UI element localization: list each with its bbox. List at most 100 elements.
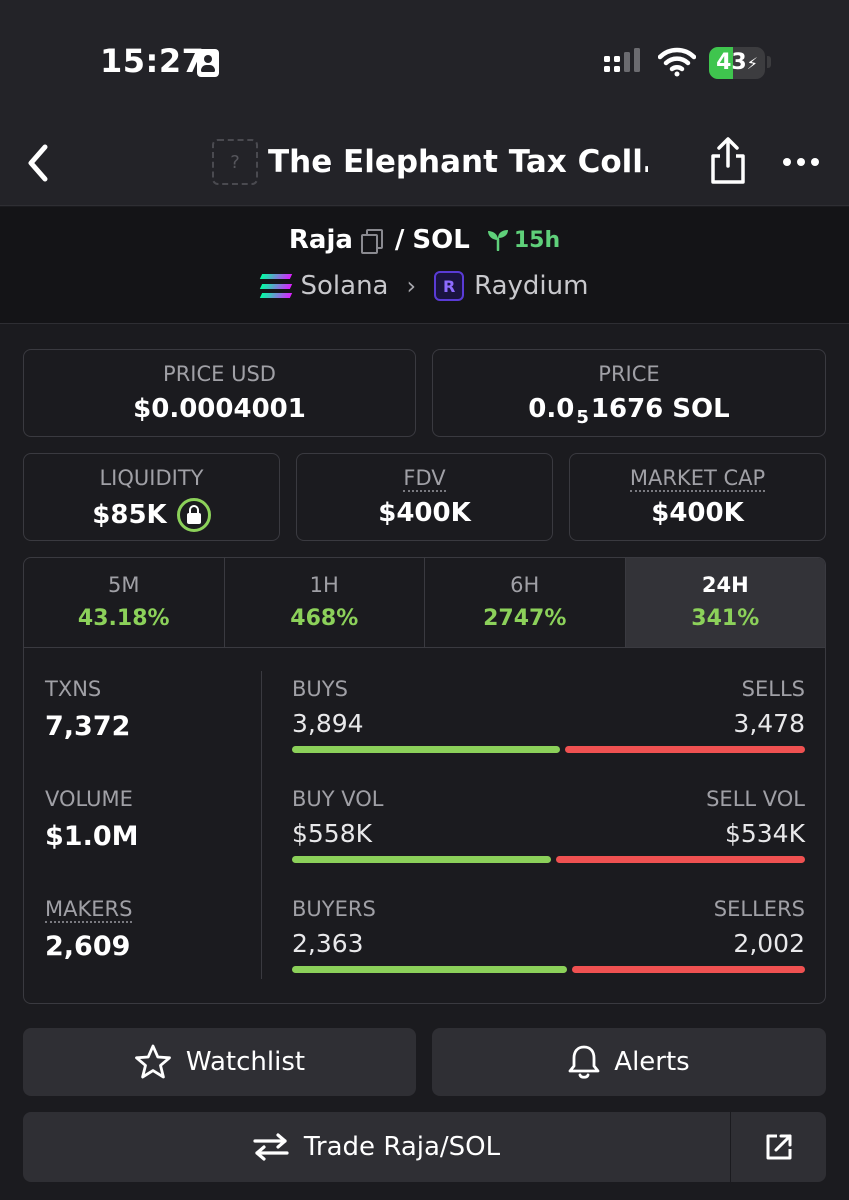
volume-metric: VOLUME $1.0M (45, 787, 139, 852)
tab-24h[interactable]: 24H 341% (625, 558, 825, 647)
tab-change: 468% (290, 606, 359, 631)
sellers-value: 2,002 (733, 929, 805, 958)
vertical-divider (261, 671, 262, 979)
price-native-value: 0.0 5 1676 SOL (433, 394, 825, 428)
price-usd-value: $0.0004001 (133, 394, 306, 424)
swap-arrows-icon (253, 1133, 289, 1161)
buy-sell-volume-split: BUY VOL SELL VOL $558K $534K (292, 787, 805, 863)
status-time: 15:27 (100, 42, 205, 80)
tab-6h[interactable]: 6H 2747% (425, 558, 626, 647)
more-options-button[interactable] (778, 142, 824, 182)
makers-value: 2,609 (45, 931, 131, 962)
pair-header: Raja / SOL 15h Solana › R Raydium (0, 207, 849, 324)
alerts-label: Alerts (614, 1047, 690, 1077)
price-native-card: PRICE 0.0 5 1676 SOL (432, 349, 826, 437)
tab-change: 43.18% (77, 606, 170, 631)
price-usd-label: PRICE USD (163, 362, 276, 386)
tab-1h[interactable]: 1H 468% (225, 558, 425, 647)
pair-age-text: 15h (513, 227, 561, 253)
buy-bar (292, 856, 552, 863)
pair-separator: / (394, 225, 405, 255)
nav-bar: ? The Elephant Tax Coll… (0, 120, 849, 206)
battery-nub (767, 56, 771, 68)
buy-bar (292, 966, 567, 973)
pair-line: Raja / SOL 15h (0, 225, 849, 255)
cellular-signal-icon (604, 48, 640, 72)
period-stats-panel: 5M 43.18% 1H 468% 6H 2747% 24H 341% TXNS… (23, 557, 826, 1004)
fdv-value: $400K (378, 498, 471, 528)
market-cap-value: $400K (651, 498, 744, 528)
buys-value: 3,894 (292, 709, 364, 738)
share-button[interactable] (705, 136, 751, 186)
copy-icon[interactable] (360, 229, 383, 254)
txns-value: 7,372 (45, 711, 131, 742)
battery-icon: 43⚡ (709, 47, 765, 79)
star-icon (135, 1044, 171, 1079)
chevron-left-icon (28, 144, 48, 182)
price-native-label: PRICE (598, 362, 660, 386)
watchlist-button[interactable]: Watchlist (23, 1028, 416, 1096)
liquidity-value-row: $85K (24, 498, 279, 532)
split-label-row: BUY VOL SELL VOL (292, 787, 805, 811)
seedling-icon (487, 230, 508, 251)
split-value-row: 3,894 3,478 (292, 701, 805, 738)
tab-change: 341% (691, 606, 760, 631)
buys-label: BUYS (292, 677, 348, 701)
tab-5m[interactable]: 5M 43.18% (24, 558, 225, 647)
status-bar: 15:27 43⚡ (0, 0, 849, 120)
quote-token-symbol: SOL (412, 225, 470, 255)
makers-label: MAKERS (45, 897, 133, 923)
price-native-prefix: 0.0 (528, 394, 575, 424)
buy-sell-volume-bar (292, 856, 805, 863)
split-label-row: BUYS SELLS (292, 677, 805, 701)
trade-label: Trade Raja/SOL (303, 1132, 501, 1162)
market-cap-label: MARKET CAP (629, 466, 766, 492)
bell-icon (568, 1045, 600, 1079)
lock-icon[interactable] (176, 498, 211, 532)
sell-bar (571, 966, 805, 973)
liquidity-value: $85K (92, 500, 167, 530)
txns-metric: TXNS 7,372 (45, 677, 130, 742)
period-tabs: 5M 43.18% 1H 468% 6H 2747% 24H 341% (24, 558, 825, 648)
market-cap-card[interactable]: MARKET CAP $400K (569, 453, 826, 541)
wifi-icon (658, 47, 696, 77)
liquidity-card: LIQUIDITY $85K (23, 453, 280, 541)
price-native-suffix: 1676 SOL (590, 394, 730, 424)
dot-icon (783, 158, 791, 166)
back-button[interactable] (18, 138, 58, 188)
fdv-card[interactable]: FDV $400K (296, 453, 553, 541)
open-external-button[interactable] (730, 1112, 826, 1182)
pair-age: 15h (486, 228, 560, 253)
tab-label: 1H (309, 573, 339, 597)
buys-sells-split: BUYS SELLS 3,894 3,478 (292, 677, 805, 753)
fdv-label: FDV (403, 466, 446, 492)
sell-vol-label: SELL VOL (706, 787, 805, 811)
alerts-button[interactable]: Alerts (432, 1028, 826, 1096)
chain-dex-breadcrumb: Solana › R Raydium (0, 271, 849, 301)
trade-row: Trade Raja/SOL (23, 1112, 826, 1182)
liquidity-label: LIQUIDITY (99, 466, 204, 490)
page-title: The Elephant Tax Coll… (268, 144, 648, 180)
dot-icon (797, 158, 805, 166)
txns-label: TXNS (45, 677, 102, 701)
watchlist-label: Watchlist (185, 1047, 306, 1077)
battery-fill (709, 47, 734, 79)
split-value-row: $558K $534K (292, 811, 805, 848)
sell-vol-value: $534K (724, 819, 805, 848)
dex-name[interactable]: Raydium (474, 271, 589, 301)
sells-value: 3,478 (733, 709, 805, 738)
dot-icon (811, 158, 819, 166)
tab-change: 2747% (483, 606, 567, 631)
makers-metric[interactable]: MAKERS 2,609 (45, 897, 133, 962)
buy-sell-ratio-bar (292, 746, 805, 753)
volume-value: $1.0M (45, 821, 139, 852)
share-icon (711, 137, 745, 184)
buy-bar (292, 746, 560, 753)
token-placeholder-icon: ? (212, 139, 258, 185)
tab-label: 24H (701, 573, 749, 597)
chain-name[interactable]: Solana (300, 271, 389, 301)
buy-vol-value: $558K (292, 819, 373, 848)
trade-button[interactable]: Trade Raja/SOL (23, 1112, 729, 1182)
sell-bar (556, 856, 805, 863)
price-usd-card: PRICE USD $0.0004001 (23, 349, 416, 437)
